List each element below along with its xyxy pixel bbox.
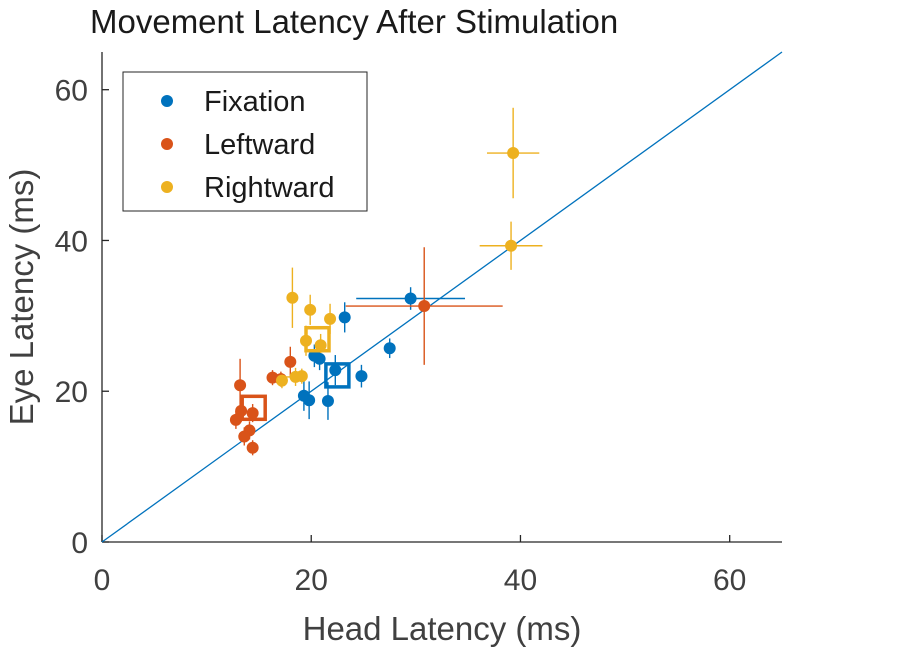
legend-marker-leftward [161,138,173,150]
legend: Fixation Leftward Rightward [122,71,368,212]
fixation-point [303,394,316,407]
fixation-point [383,342,396,355]
rightward-point [289,370,302,383]
rightward-point [507,147,520,160]
y-ticks: 0 20 40 60 [55,75,109,560]
rightward-point [304,303,317,316]
y-tick-label: 40 [55,225,88,258]
fixation-point [355,370,368,383]
fixation-point [338,311,351,324]
fixation-point [404,292,417,305]
axes: 0 20 40 60 0 20 40 60 [55,52,782,597]
fixation-point [321,395,334,408]
legend-label-fixation: Fixation [204,86,306,118]
rightward-point [314,339,327,352]
y-tick-label: 20 [55,376,88,409]
rightward-point [286,291,299,304]
fixation-point [313,352,326,365]
y-tick-label: 60 [55,75,88,108]
fixation-mean-marker [324,362,351,389]
x-tick-label: 40 [504,564,537,597]
fixation-point [329,364,342,377]
legend-label-leftward: Leftward [204,129,315,161]
y-tick-label: 0 [71,527,88,560]
x-tick-label: 20 [295,564,328,597]
leftward-point [284,355,297,368]
legend-marker-rightward [161,181,173,193]
leftward-point [418,300,431,313]
mean-markers [240,325,351,422]
rightward-mean-marker [304,325,331,353]
leftward-point [246,407,259,420]
leftward-mean-marker [240,394,267,422]
chart-title: Movement Latency After Stimulation [90,3,618,40]
unity-line [101,51,783,543]
x-ticks: 0 20 40 60 [94,535,746,597]
rightward-point [324,312,337,325]
rightward-point [505,239,518,252]
leftward-point [238,430,251,443]
y-axis-label: Eye Latency (ms) [3,169,40,426]
x-axis-label: Head Latency (ms) [303,610,582,647]
leftward-point [234,379,247,392]
x-tick-label: 0 [94,564,111,597]
legend-marker-fixation [161,95,173,107]
legend-label-rightward: Rightward [204,172,335,204]
rightward-point [275,374,288,387]
leftward-point [246,441,259,454]
leftward-point [229,413,242,426]
x-tick-label: 60 [713,564,746,597]
